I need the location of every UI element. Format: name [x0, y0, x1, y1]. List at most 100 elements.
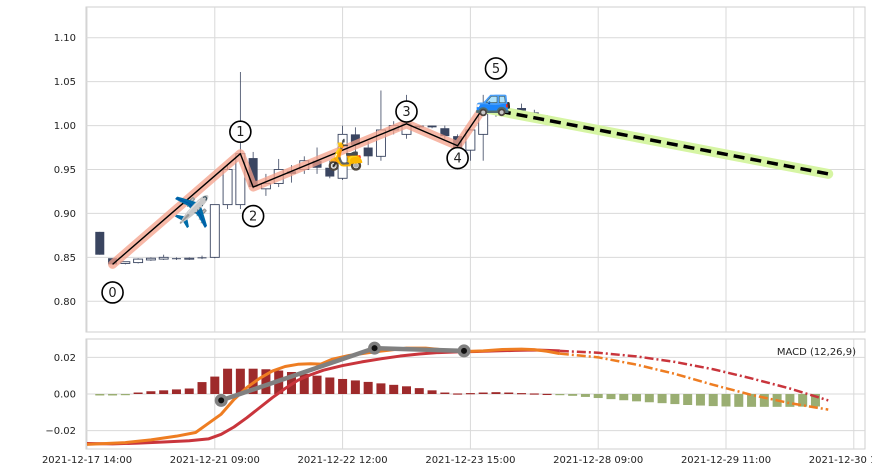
car-icon: 🚙	[475, 83, 512, 118]
histogram-bar	[402, 386, 411, 394]
wave-label-2: 2	[249, 210, 257, 225]
price-y-tick-label: 0.80	[54, 297, 76, 308]
price-y-tick-label: 0.85	[54, 253, 76, 264]
histogram-bar	[108, 394, 118, 396]
histogram-bar	[747, 394, 757, 407]
histogram-bar	[338, 378, 348, 394]
candle-body-down	[248, 158, 258, 188]
histogram-bar	[568, 394, 578, 396]
histogram-bar	[657, 394, 667, 404]
x-tick-label: 2021-12-23 15:00	[425, 455, 515, 466]
x-tick-label: 2021-12-21 09:00	[170, 455, 260, 466]
wave-label-4: 4	[453, 152, 461, 167]
histogram-bar	[312, 375, 322, 394]
histogram-bar	[414, 388, 424, 394]
histogram-bar	[299, 373, 309, 394]
candle-body-up	[184, 257, 195, 260]
candle-body-down	[197, 257, 207, 259]
signal-projection	[559, 349, 829, 402]
price-y-tick-label: 0.95	[54, 165, 76, 176]
histogram-bar	[120, 394, 130, 396]
price-y-tick-label: 0.90	[54, 209, 76, 220]
pivot-dot-inner	[461, 347, 468, 354]
histogram-bar	[798, 394, 808, 407]
zigzag-line	[112, 107, 484, 265]
histogram-bar	[389, 384, 399, 394]
histogram-bar	[529, 393, 539, 395]
histogram-bar	[644, 394, 654, 403]
histogram-bar	[223, 368, 233, 394]
wave-label-circle	[229, 120, 252, 144]
histogram-bar	[542, 393, 552, 396]
macd-y-tick-label: −0.02	[45, 426, 76, 437]
histogram-bar	[721, 394, 731, 407]
histogram-bar	[619, 394, 629, 401]
zigzag-wave	[108, 103, 488, 269]
candle-body-down	[350, 134, 360, 145]
candle-body-up	[209, 204, 220, 258]
histogram-bar	[504, 392, 514, 394]
candle-body-down	[95, 231, 105, 255]
histogram-bar	[146, 391, 156, 394]
candle-body-up	[120, 261, 131, 264]
histogram-bar	[95, 394, 105, 396]
histogram-bar	[465, 393, 475, 395]
histogram-bar	[478, 392, 488, 394]
candle-body-down	[517, 108, 527, 111]
candle-body-up	[133, 258, 144, 264]
candle-body-down	[325, 167, 335, 177]
wave-label-1: 1	[236, 125, 244, 140]
candle-body-down	[440, 128, 450, 137]
histogram-bar	[683, 394, 693, 405]
wave-label-0: 0	[108, 286, 116, 301]
histogram-bar	[810, 394, 820, 407]
airplane-icon: ✈️	[173, 193, 210, 230]
histogram-bar	[440, 392, 450, 394]
macd-y-tick-label: 0.02	[54, 353, 76, 364]
histogram-bar	[491, 392, 501, 394]
histogram-bar	[759, 394, 769, 407]
projection-dashed	[482, 106, 829, 176]
x-axis: 2021-12-17 14:00 2021-12-21 09:00 2021-12-…	[42, 455, 872, 466]
emoji-markers: ✈️ 🛵 🚙	[173, 83, 512, 230]
macd-projection	[559, 352, 829, 411]
candle-body-up	[158, 256, 169, 260]
wave-label-3: 3	[402, 105, 410, 120]
histogram-bar	[670, 394, 680, 405]
price-y-tick-label: 1.00	[54, 121, 76, 132]
macd-y-tick-label: 0.00	[54, 390, 76, 401]
histogram-bar	[606, 394, 616, 400]
candle-body-down	[363, 147, 373, 157]
candle-body-down	[171, 258, 181, 260]
histogram-bar	[261, 369, 271, 394]
histogram-bar	[593, 394, 603, 399]
histogram-bar	[235, 368, 245, 394]
price-y-tick-label: 1.10	[54, 33, 76, 44]
wave-label-circle	[484, 57, 508, 80]
price-y-tick-label: 1.05	[54, 77, 76, 88]
histogram-bar	[785, 394, 795, 407]
wave-labels: 0 1 2 3 4 5	[101, 57, 508, 304]
histogram-bar	[580, 394, 590, 397]
scooter-icon: 🛵	[326, 138, 363, 173]
x-tick-label: 2021-12-28 09:00	[553, 455, 643, 466]
histogram-bar	[427, 390, 437, 394]
histogram-bar	[133, 392, 143, 394]
histogram-bar	[376, 383, 386, 394]
candle-body-up	[222, 169, 233, 206]
histogram-bar	[632, 394, 642, 402]
x-tick-label: 2021-12-29 11:00	[681, 455, 771, 466]
histogram-bar	[363, 381, 373, 394]
histogram-bar	[695, 394, 705, 406]
histogram-bar	[210, 376, 220, 394]
histogram-bar	[734, 394, 744, 407]
histogram-bar	[350, 380, 360, 394]
x-tick-label: 2021-12-17 14:00	[42, 455, 132, 466]
wave-label-circle	[241, 204, 265, 228]
macd-lines	[86, 341, 829, 446]
candle-body-down	[427, 125, 437, 128]
projection-line	[478, 103, 834, 179]
histogram-bar	[159, 390, 169, 394]
